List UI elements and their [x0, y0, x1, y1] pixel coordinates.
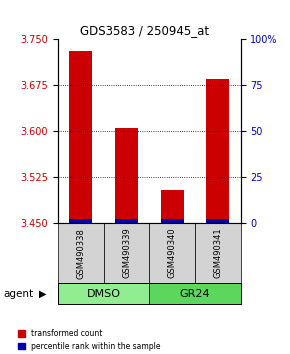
Text: agent: agent [3, 289, 33, 299]
Text: GSM490338: GSM490338 [76, 228, 85, 279]
Bar [58, 283, 149, 304]
Bar [206, 79, 229, 223]
Text: GSM490341: GSM490341 [213, 228, 222, 279]
Bar [58, 223, 104, 283]
Bar [115, 219, 138, 223]
Text: GSM490339: GSM490339 [122, 228, 131, 279]
Text: DMSO: DMSO [87, 289, 121, 299]
Bar [149, 283, 241, 304]
Bar [115, 128, 138, 223]
Text: GSM490340: GSM490340 [168, 228, 177, 279]
Bar [104, 223, 149, 283]
Bar [69, 219, 92, 223]
Text: ▶: ▶ [39, 289, 47, 299]
Bar [206, 219, 229, 223]
Bar [161, 190, 184, 223]
Legend: transformed count, percentile rank within the sample: transformed count, percentile rank withi… [14, 326, 164, 354]
Text: GDS3583 / 250945_at: GDS3583 / 250945_at [80, 24, 210, 36]
Bar [161, 219, 184, 223]
Bar [149, 223, 195, 283]
Bar [69, 51, 92, 223]
Bar [195, 223, 241, 283]
Text: GR24: GR24 [180, 289, 210, 299]
